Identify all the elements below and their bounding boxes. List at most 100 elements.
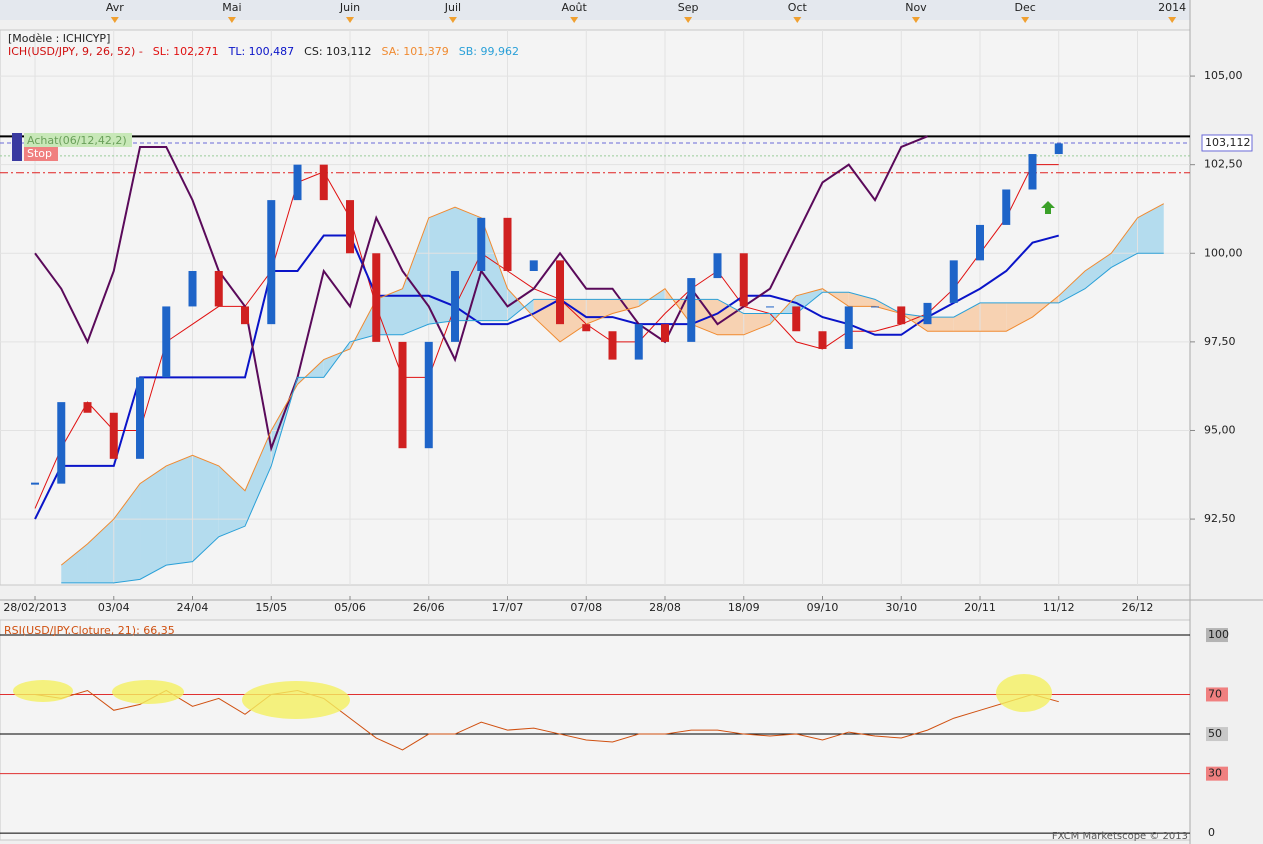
legend: ICH(USD/JPY, 9, 26, 52) - SL: 102,271 TL: … [8, 45, 519, 58]
candle [83, 402, 92, 413]
x-tick-label: 24/04 [177, 601, 209, 614]
cloud-segment [691, 299, 718, 335]
cloud-segment [481, 217, 508, 321]
candle [477, 217, 486, 271]
month-marker [110, 17, 119, 23]
candle [818, 331, 827, 349]
x-tick-label: 09/10 [807, 601, 839, 614]
price-label-box [1201, 134, 1253, 152]
candle [766, 306, 775, 308]
cloud-segment [402, 217, 429, 335]
y-tick-label: 0 [1208, 826, 1215, 839]
chart-title: [Modèle : ICHICYP] [8, 32, 110, 45]
month-label: Oct [788, 1, 808, 14]
cloud-segment [1085, 253, 1112, 289]
rsi-line [34, 689, 1059, 751]
month-label: Mai [222, 1, 241, 14]
month-label: Sep [678, 1, 699, 14]
month-label: Nov [905, 1, 927, 14]
candle [398, 341, 407, 449]
candle [661, 324, 670, 342]
month-marker [570, 17, 579, 23]
buy-arrow [1041, 201, 1055, 214]
month-marker [1168, 17, 1177, 23]
cloud-segment [140, 465, 167, 580]
x-tick-label: 17/07 [492, 601, 524, 614]
candle [267, 200, 276, 325]
candle [214, 270, 223, 307]
candle [451, 270, 460, 342]
x-tick-label: 05/06 [334, 601, 366, 614]
candle [608, 331, 617, 360]
candle [372, 253, 381, 342]
cloud-segment [507, 288, 534, 321]
candle [424, 341, 433, 449]
candle [844, 306, 853, 349]
candle [949, 260, 958, 303]
candle [136, 377, 145, 459]
candle [57, 402, 66, 484]
cloud-segment [953, 302, 981, 332]
cloud-segment [560, 299, 587, 342]
legend-entry: SB: 99,962 [459, 45, 519, 58]
cloud-segment [980, 302, 1007, 332]
y-tick-label: 97,50 [1204, 335, 1236, 348]
top-axis-bar [0, 0, 1190, 20]
candle [634, 324, 643, 360]
candle [1002, 189, 1011, 225]
x-tick-label: 15/05 [255, 601, 287, 614]
tick-box [1206, 687, 1228, 702]
y-tick-label: 100 [1208, 628, 1229, 641]
candle [1028, 154, 1037, 190]
cloud-segment [1058, 270, 1086, 303]
rsi-highlight [112, 680, 184, 704]
cloud-segment [87, 519, 114, 583]
y-tick-label: 95,00 [1204, 423, 1236, 436]
indicator-line [61, 252, 1164, 584]
x-tick-label: 28/02/2013 [3, 601, 66, 614]
month-label: Juil [444, 1, 461, 14]
legend-entry: ICH(USD/JPY, 9, 26, 52) - [8, 45, 143, 58]
candle [1054, 143, 1063, 155]
cloud-segment [113, 483, 141, 583]
y-tick-label: 100,00 [1204, 246, 1243, 259]
candle [319, 164, 328, 201]
rsi-highlight [996, 674, 1052, 712]
cloud-segment [927, 317, 954, 332]
candle [529, 260, 538, 271]
y-tick-label: 105,00 [1204, 69, 1243, 82]
candle [713, 253, 722, 279]
tick-box [1206, 826, 1228, 841]
x-tick-label: 20/11 [964, 601, 996, 614]
candle [871, 306, 880, 308]
y-tick-label: 30 [1208, 767, 1222, 780]
y-tick-label: 70 [1208, 687, 1222, 700]
candle [897, 306, 906, 325]
cloud-segment [743, 313, 771, 335]
y-tick-label: 50 [1208, 727, 1222, 740]
y-tick-label: 92,50 [1204, 512, 1236, 525]
cloud-segment [61, 543, 88, 583]
candle [503, 217, 512, 271]
month-label: Juin [339, 1, 360, 14]
month-marker [684, 17, 693, 23]
tick-box [1206, 628, 1228, 643]
x-tick-label: 26/12 [1122, 601, 1154, 614]
x-tick-label: 07/08 [570, 601, 602, 614]
candle [346, 200, 355, 254]
month-marker [346, 17, 355, 23]
footer: FXCM Marketscope © 2013 [1052, 831, 1188, 842]
cloud-segment [1111, 217, 1138, 268]
candle [293, 164, 302, 201]
candle [582, 324, 591, 332]
month-label: 2014 [1158, 1, 1186, 14]
cloud-segment [428, 207, 456, 325]
candle [241, 306, 250, 325]
legend-entry: TL: 100,487 [228, 45, 295, 58]
legend-entry: SL: 102,271 [153, 45, 219, 58]
legend-entry: SA: 101,379 [382, 45, 449, 58]
price-label: 103,112 [1205, 136, 1251, 149]
tick-box [1206, 766, 1228, 781]
